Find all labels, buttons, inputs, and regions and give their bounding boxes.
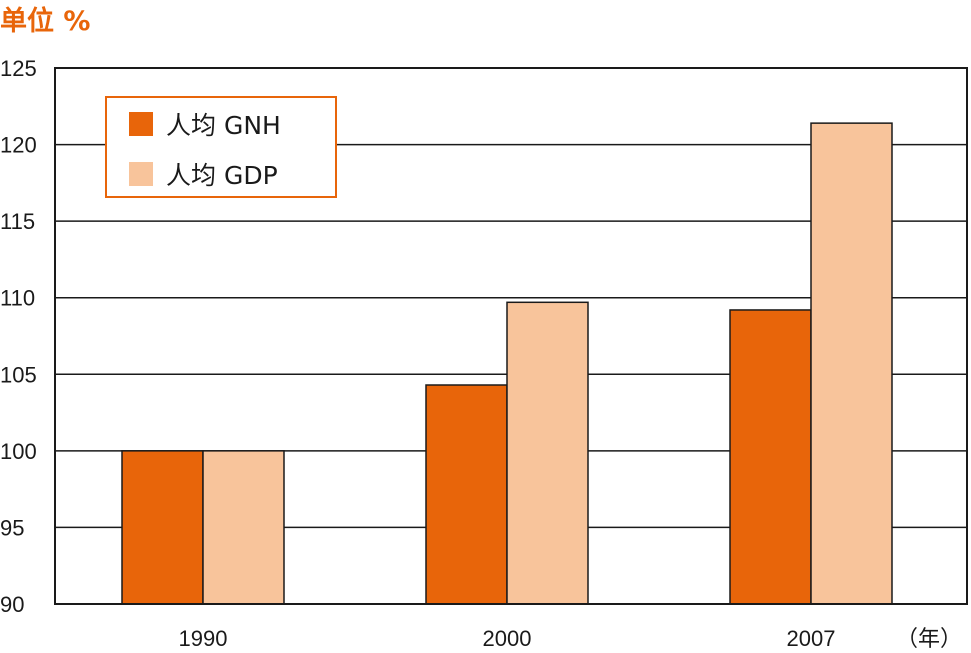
y-tick-label: 95: [0, 515, 24, 540]
bar-gnh-2000: [425, 384, 508, 605]
y-unit-label: 单位 %: [0, 5, 90, 37]
legend: 人均 GNH 人均 GDP: [105, 96, 337, 198]
bar-gdp-2007: [810, 122, 893, 605]
x-tick-label: 1990: [179, 626, 228, 651]
y-tick-label: 115: [0, 209, 35, 234]
y-tick-labels: 90 95 100 105 110 115 120 125: [0, 56, 37, 617]
bar-gnh-2007: [729, 309, 812, 605]
plot-frame: [54, 67, 968, 605]
x-tick-label: 2007: [787, 626, 836, 651]
y-tick-label: 120: [0, 133, 37, 158]
legend-swatch-gnh: [129, 112, 153, 136]
legend-label-gdp: 人均 GDP: [166, 161, 278, 190]
y-tick-label: 125: [0, 56, 37, 81]
y-tick-label: 110: [0, 286, 35, 311]
bar-gdp-1990: [202, 450, 285, 605]
legend-swatch-gdp: [129, 162, 153, 186]
x-tick-label: 2000: [483, 626, 532, 651]
x-unit-label: （年）: [896, 626, 962, 651]
bars: [121, 122, 893, 605]
bar-gdp-2000: [506, 301, 589, 605]
y-tick-label: 100: [0, 439, 37, 464]
x-tick-labels: 1990 2000 2007: [179, 626, 836, 651]
legend-label-gnh: 人均 GNH: [166, 111, 281, 140]
y-tick-label: 105: [0, 362, 37, 387]
axes: [54, 67, 968, 605]
bar-gnh-1990: [121, 450, 204, 605]
y-tick-label: 90: [0, 592, 24, 617]
